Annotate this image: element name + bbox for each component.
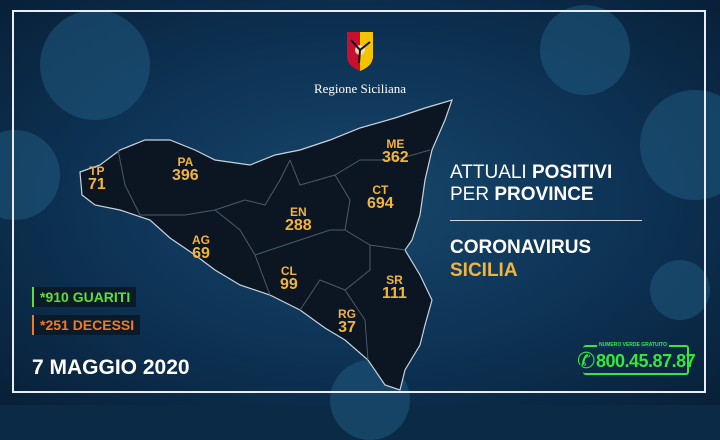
sicily-outline [79,99,453,391]
frame-border [12,10,706,393]
divider [450,220,642,221]
virus-decoration [40,10,150,120]
province-pa: PA 396 [172,155,199,184]
province-rg: RG 37 [338,307,356,336]
province-tp: TP 71 [88,164,106,193]
sicily-map [79,99,453,391]
virus-decoration [640,90,720,200]
hotline-box[interactable]: ✆ NUMERO VERDE GRATUITO 800.45.87.87 [577,342,696,375]
region-logo: Regione Siciliana [300,30,420,97]
virus-decoration [540,5,630,95]
border-cl-en [254,229,345,256]
hotline-number[interactable]: 800.45.87.87 [596,351,696,371]
hotline-label: NUMERO VERDE GRATUITO [597,342,669,348]
border-tp-pa [117,149,141,216]
deaths-count: *251 DECESSI [32,315,141,335]
border-me [289,149,431,186]
headline: ATTUALI POSITIVI PER PROVINCE [450,162,613,205]
province-ct: CT 694 [367,183,394,212]
province-en: EN 288 [285,205,312,234]
province-sr: SR 111 [382,273,407,302]
province-ag: AG 69 [192,233,210,262]
region-name: Regione Siciliana [313,81,407,96]
border-pa-ag [140,199,246,216]
phone-icon: ✆ [577,348,596,373]
province-cl: CL 99 [280,264,298,293]
province-me: ME 362 [382,137,409,166]
recovered-count: *910 GUARITI [32,287,137,307]
border-rg-sr [344,289,369,361]
subtitle: CORONAVIRUS SICILIA [450,237,592,281]
date: 7 MAGGIO 2020 [32,356,190,379]
border-pa-en [244,159,291,206]
border-cl [214,209,271,296]
virus-decoration [650,260,710,320]
trinacria-emblem-icon [347,32,373,71]
